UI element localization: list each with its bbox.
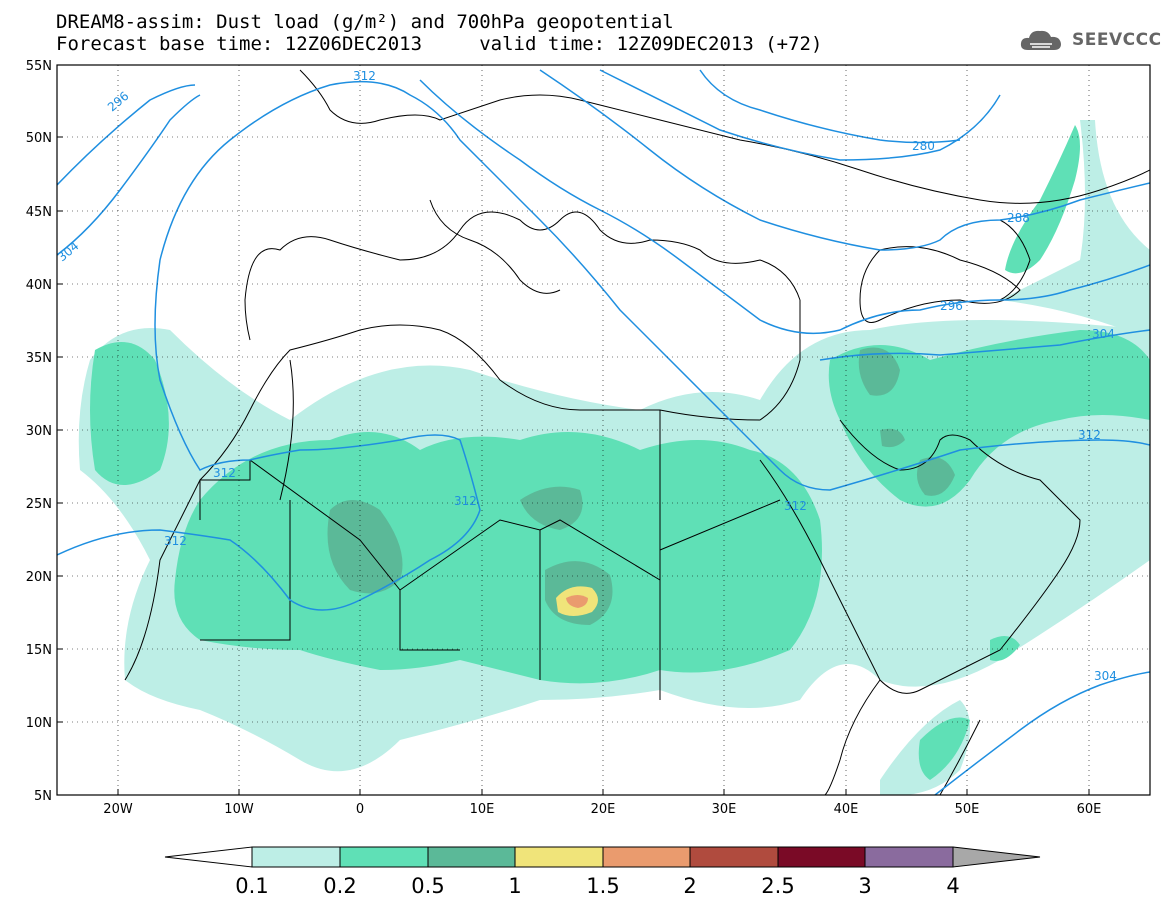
forecast-time-line: Forecast base time: 12Z06DEC2013 valid t… — [56, 33, 823, 55]
seevccc-logo-text: SEEVCCC — [1072, 30, 1162, 50]
svg-text:312: 312 — [164, 534, 187, 548]
colorbar-label: 0.1 — [235, 874, 269, 898]
colorbar-segment — [164, 846, 253, 868]
svg-text:312: 312 — [1078, 428, 1101, 442]
lat-label: 10N — [26, 716, 52, 731]
lat-label: 40N — [26, 278, 52, 293]
colorbar-segment — [514, 846, 604, 868]
colorbar-segment — [777, 846, 866, 868]
lat-label: 25N — [26, 497, 52, 512]
lon-label: 50E — [955, 802, 980, 817]
colorbar-label: 4 — [946, 874, 960, 898]
colorbar-segment — [689, 846, 779, 868]
lat-label: 35N — [26, 351, 52, 366]
svg-text:296: 296 — [940, 299, 963, 313]
colorbar-label: 3 — [858, 874, 872, 898]
lon-label: 40E — [834, 802, 859, 817]
map-title: DREAM8-assim: Dust load (g/m²) and 700hP… — [56, 11, 674, 33]
lat-label: 55N — [26, 59, 52, 74]
colorbar-label: 2.5 — [761, 874, 795, 898]
lat-label: 45N — [26, 205, 52, 220]
svg-text:304: 304 — [1094, 669, 1117, 683]
colorbar-segment — [427, 846, 516, 868]
colorbar-segment — [952, 846, 1041, 868]
colorbar-label: 0.5 — [411, 874, 445, 898]
lat-label: 20N — [26, 570, 52, 585]
colorbar-segment — [602, 846, 691, 868]
svg-text:312: 312 — [784, 499, 807, 513]
colorbar-label: 2 — [683, 874, 697, 898]
colorbar-label: 1.5 — [586, 874, 620, 898]
lat-tick-labels: 5N 10N 15N 20N 25N 30N 35N 40N 45N 50N 5… — [26, 59, 52, 804]
lat-label: 50N — [26, 131, 52, 146]
cloud-logo-icon — [1020, 30, 1061, 50]
colorbar — [164, 846, 1041, 868]
lon-label: 60E — [1077, 802, 1102, 817]
coastlines — [124, 69, 1150, 795]
colorbar-segment — [251, 846, 341, 868]
lon-label: 20E — [591, 802, 616, 817]
lon-label: 20W — [103, 802, 133, 817]
colorbar-label: 1 — [508, 874, 522, 898]
colorbar-segment — [339, 846, 429, 868]
lon-label: 10W — [224, 802, 254, 817]
colorbar-label: 0.2 — [323, 874, 357, 898]
svg-text:312: 312 — [454, 494, 477, 508]
lon-label: 0 — [356, 802, 364, 817]
lon-label: 30E — [712, 802, 737, 817]
lat-label: 15N — [26, 643, 52, 658]
svg-text:312: 312 — [213, 466, 236, 480]
lat-label: 30N — [26, 424, 52, 439]
geopotential-contours — [57, 69, 1150, 795]
graticule — [57, 65, 1150, 795]
lon-label: 10E — [470, 802, 495, 817]
dust-shading-peak — [566, 595, 588, 608]
tick-marks — [57, 136, 1090, 795]
lat-label: 5N — [34, 789, 52, 804]
svg-text:280: 280 — [912, 139, 935, 153]
svg-text:312: 312 — [353, 69, 376, 83]
svg-text:304: 304 — [1092, 327, 1115, 341]
lon-tick-labels: 20W 10W 0 10E 20E 30E 40E 50E 60E — [103, 802, 1101, 817]
svg-text:288: 288 — [1007, 211, 1030, 225]
colorbar-segment — [864, 846, 954, 868]
